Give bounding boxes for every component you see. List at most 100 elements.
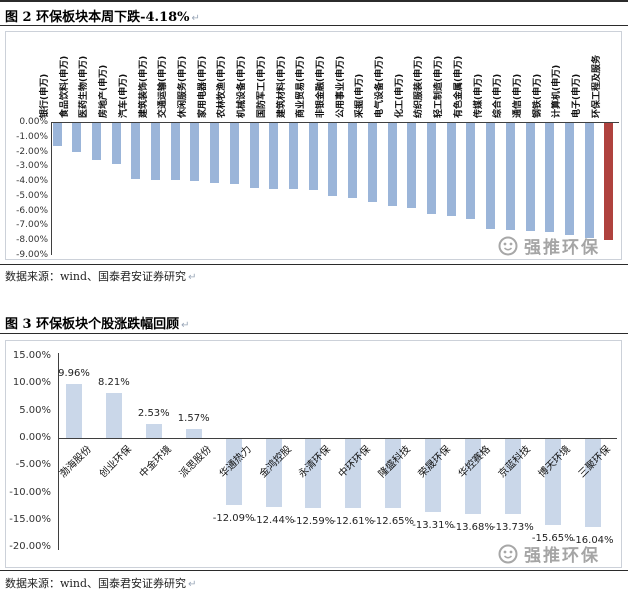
x-axis-category-label: 汽车(申万) [118, 73, 129, 118]
data-label: -16.04% [571, 534, 614, 546]
stock-bar [345, 439, 362, 508]
y-axis-tick-label: -5.00% [15, 459, 51, 471]
stock-bar [584, 439, 601, 527]
zero-axis-line [51, 122, 619, 123]
sector-bar [72, 123, 82, 153]
paragraph-return-mark: ↵ [188, 272, 197, 283]
y-axis-tick-label: -20.00% [9, 541, 51, 553]
figure2-source-caption: 数据来源：wind、国泰君安证券研究 ↵ [5, 268, 196, 284]
data-label: -13.31% [412, 519, 454, 531]
y-axis-tick-label: 10.00% [12, 377, 51, 389]
x-axis-category-label: 电子(申万) [572, 73, 583, 118]
y-axis-tick-label: 5.00% [19, 404, 51, 416]
x-axis-category-label: 机械设备(申万) [237, 55, 248, 118]
stock-bar [265, 439, 282, 507]
x-axis-category-label: 交通运输(申万) [158, 55, 169, 118]
sector-bar [525, 123, 535, 232]
figure3-source-caption: 数据来源：wind、国泰君安证券研究 ↵ [5, 575, 196, 591]
x-axis-category-label: 环保工程及服务 [591, 54, 602, 118]
stock-bar [66, 383, 82, 438]
x-axis-category-label: 建筑装饰(申万) [138, 55, 149, 118]
data-label: -12.65% [372, 516, 415, 528]
figure3-title: 图 3 环保板块个股涨跌幅回顾 ↵ [5, 313, 190, 332]
sector-bar [328, 123, 338, 196]
sector-bar [426, 123, 436, 215]
sector-bar [505, 123, 515, 231]
sector-bar [564, 123, 574, 235]
x-axis-category-label: 公用事业(申万) [335, 55, 346, 118]
x-axis-category-label: 建筑材料(申万) [276, 55, 287, 118]
x-axis-category-label: 通信(申万) [513, 73, 524, 118]
sector-bar [584, 123, 594, 239]
x-axis-category-label: 采掘(申万) [355, 73, 366, 118]
figure2-title: 图 2 环保板块本周下跌-4.18% ↵ [5, 6, 200, 25]
stock-bar [185, 429, 202, 438]
watermark-text: 强推环保 [524, 238, 600, 258]
watermark-logo-icon [498, 544, 518, 563]
stock-bar [225, 439, 242, 506]
x-axis-category-label: 综合(申万) [493, 73, 504, 118]
x-axis-category-label: 房地产(申万) [99, 64, 110, 118]
sector-bar [52, 123, 62, 147]
x-axis-category-label: 化工(申万) [394, 73, 405, 118]
data-label: 8.21% [98, 377, 130, 389]
sector-bar [111, 123, 121, 165]
sector-bar [348, 123, 358, 198]
sector-bar [308, 123, 318, 190]
x-axis-category-label: 轻工制造(申万) [434, 55, 445, 118]
x-axis-category-label: 有色金属(申万) [453, 55, 464, 118]
y-axis-tick-label: -7.00% [16, 220, 48, 231]
watermark: 强推环保 [497, 233, 600, 258]
watermark: 强推环保 [497, 541, 600, 566]
sector-bar [170, 123, 180, 181]
watermark-logo-icon [498, 236, 518, 255]
stock-bar [385, 439, 402, 509]
stock-bar [145, 424, 162, 438]
y-axis-line [58, 353, 59, 551]
data-label: -13.73% [492, 522, 534, 534]
stock-bar [544, 439, 561, 525]
figure3-source-text: 数据来源：wind、国泰君安证券研究 [5, 577, 187, 590]
sector-bar [367, 123, 377, 202]
data-label: -12.44% [252, 515, 295, 526]
y-axis-tick-label: -10.00% [9, 486, 51, 498]
figure2-title-underline [0, 25, 628, 26]
stock-bar [504, 439, 521, 515]
stock-bar [305, 439, 322, 508]
y-axis-tick-label: -2.00% [16, 146, 48, 157]
x-axis-category-label: 家用电器(申万) [197, 55, 208, 118]
sector-bar [289, 123, 299, 190]
sector-bar [229, 123, 239, 184]
data-label: -13.68% [452, 521, 494, 533]
y-axis-tick-label: -15.00% [9, 513, 51, 525]
data-label: -12.59% [292, 515, 335, 527]
figure2-source-text: 数据来源：wind、国泰君安证券研究 [5, 270, 187, 283]
stock-bar [105, 393, 122, 438]
sector-bar [486, 123, 496, 229]
sector-bar [249, 123, 259, 188]
sector-bar [387, 123, 397, 207]
x-axis-category-label: 医药生物(申万) [79, 55, 90, 118]
sector-bar [151, 123, 161, 180]
x-axis-category-label: 国防军工(申万) [256, 55, 267, 118]
x-axis-category-label: 商业贸易(申万) [296, 55, 307, 118]
paragraph-return-mark: ↵ [188, 579, 197, 590]
paragraph-return-mark: ↵ [191, 13, 200, 24]
x-axis-category-label: 农林牧渔(申万) [217, 55, 228, 118]
x-axis-category-label: 纺织服装(申万) [414, 55, 425, 118]
sector-bar [91, 123, 101, 160]
x-axis-category-label: 计算机(申万) [552, 64, 563, 118]
top-border-line [0, 0, 628, 2]
figure2-plot: 0.00% -1.00% -2.00% -3.00% -4.00% -5.00% -6.00… [5, 31, 622, 260]
figure2-title-text: 图 2 环保板块本周下跌-4.18% [5, 10, 190, 25]
sector-bar [407, 123, 417, 208]
sector-bar [466, 123, 476, 219]
y-axis-line [51, 122, 52, 256]
x-axis-category-label: 银行(申万) [40, 73, 50, 118]
y-axis-tick-label: -6.00% [16, 205, 48, 216]
sector-bar [210, 123, 220, 183]
x-axis-category-label: 休闲服务(申万) [177, 55, 188, 118]
zero-axis-line [58, 438, 617, 439]
data-label: 1.57% [177, 413, 210, 425]
